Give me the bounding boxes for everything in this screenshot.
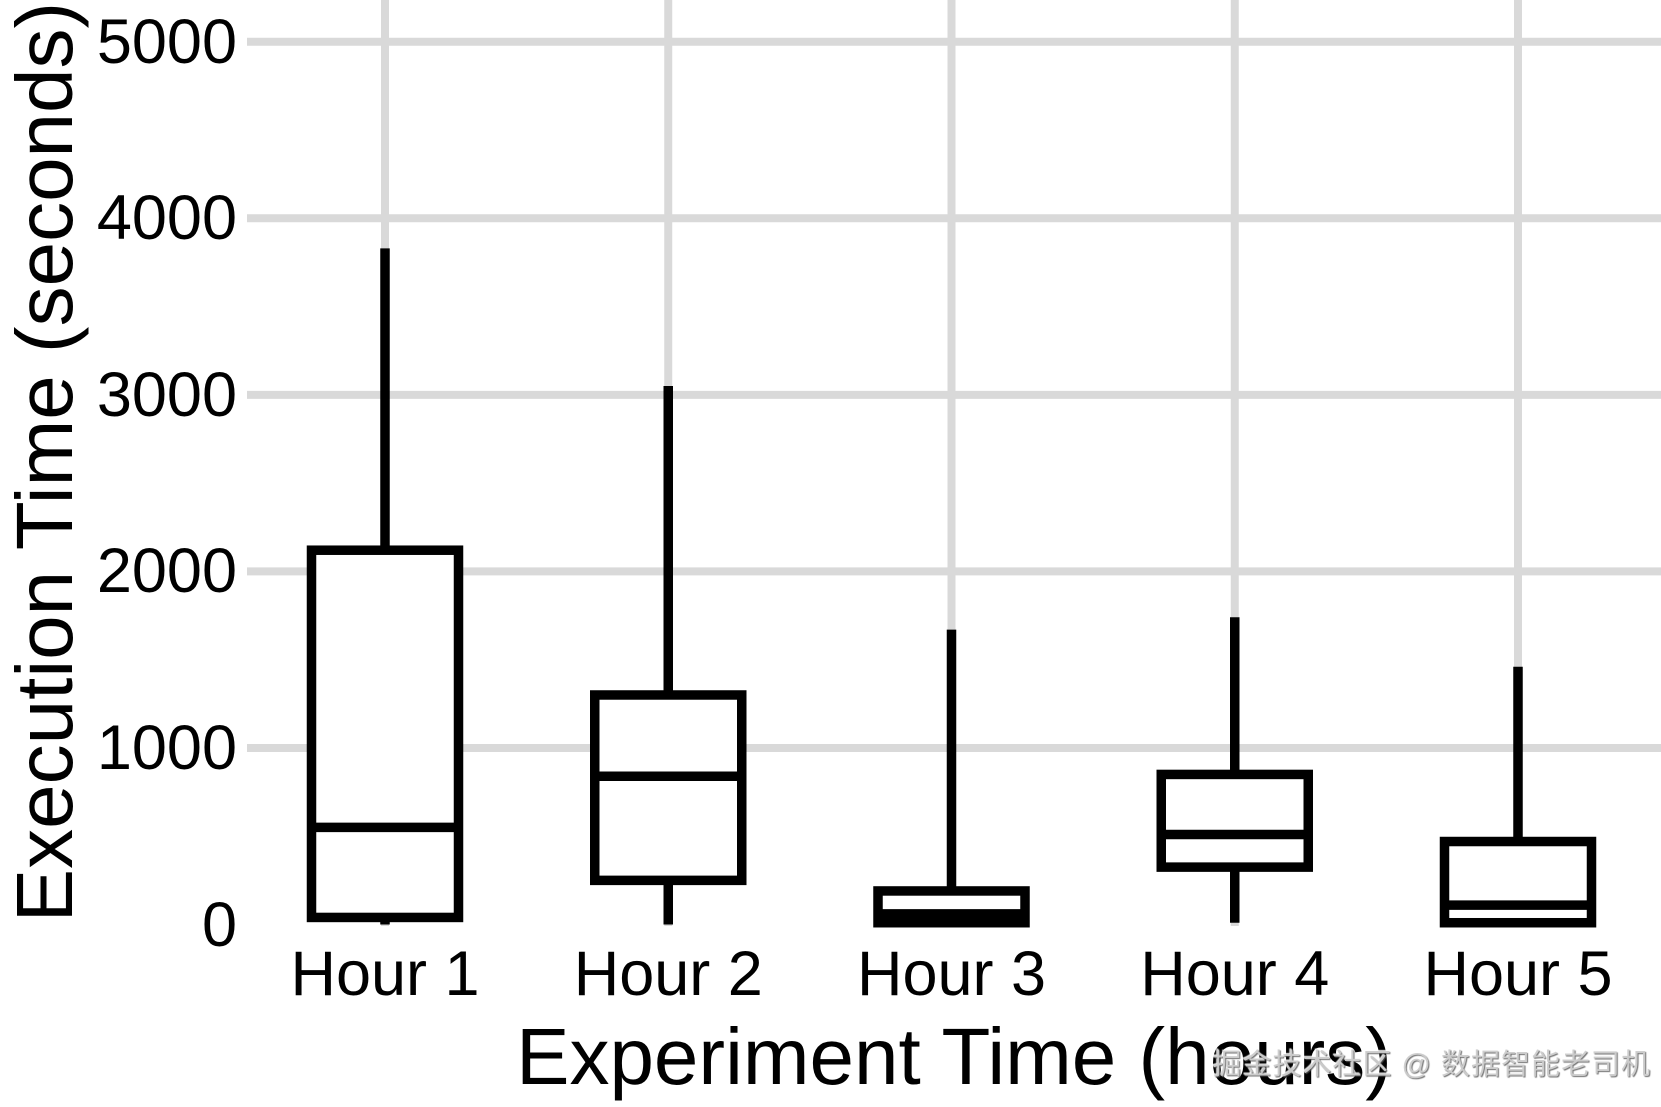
x-tick-label-hour-1: Hour 1 xyxy=(290,939,480,1009)
x-tick-label-hour-5: Hour 5 xyxy=(1423,939,1613,1009)
box-hour-5 xyxy=(1439,836,1597,928)
y-tick-label-5000: 5000 xyxy=(96,6,237,77)
y-tick-label-2000: 2000 xyxy=(96,536,237,607)
y-tick-label-3000: 3000 xyxy=(96,359,237,430)
y-tick-label-4000: 4000 xyxy=(96,183,237,254)
y-tick-label-1000: 1000 xyxy=(96,712,237,783)
box-hour-2 xyxy=(590,690,747,886)
watermark-text: 掘金技术社区 @ 数据智能老司机 xyxy=(1212,1049,1651,1081)
x-tick-label-hour-3: Hour 3 xyxy=(856,939,1047,1009)
x-axis-title: Experiment Time (hours) xyxy=(516,1012,1392,1101)
x-tick-label-hour-4: Hour 4 xyxy=(1140,939,1330,1009)
box-hour-4 xyxy=(1156,769,1313,872)
y-axis-title: Execution Time (seconds) xyxy=(0,1,89,923)
x-tick-label-hour-2: Hour 2 xyxy=(573,939,763,1009)
y-tick-label-0: 0 xyxy=(201,889,237,960)
box-hour-1 xyxy=(306,545,464,923)
